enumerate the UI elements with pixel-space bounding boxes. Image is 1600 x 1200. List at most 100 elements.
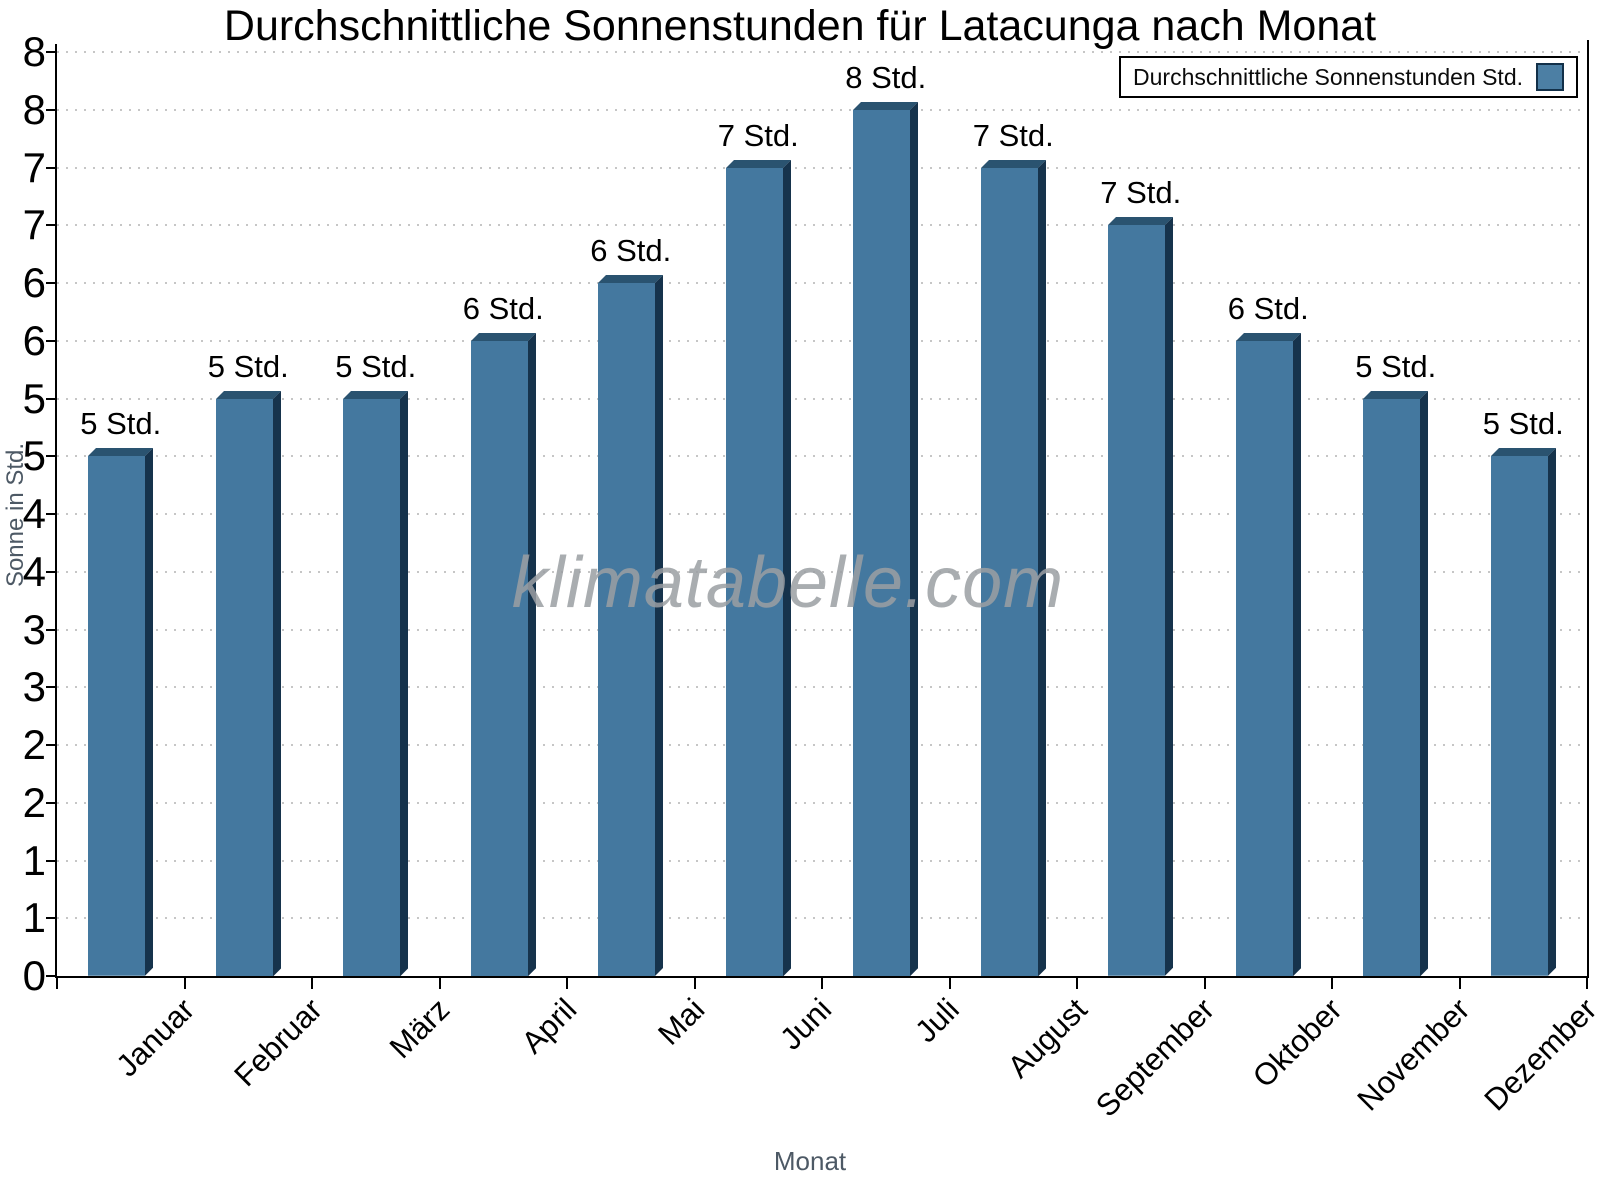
x-axis-tick <box>1586 976 1588 989</box>
bar-front-face <box>1235 340 1293 976</box>
y-axis-tick <box>46 282 57 284</box>
x-axis-tick <box>693 976 696 989</box>
gridline <box>57 744 1587 746</box>
bar-side-face <box>527 332 536 976</box>
x-label-märz: März <box>382 991 457 1066</box>
gridline <box>57 455 1587 458</box>
bar-dezember[interactable] <box>1490 448 1556 976</box>
bar-märz[interactable] <box>343 390 409 976</box>
x-label-november: November <box>1350 991 1477 1118</box>
x-label-april: April <box>514 991 584 1061</box>
gridline <box>57 282 1587 284</box>
y-tick-label: 0 <box>22 952 46 999</box>
x-label-juli: Juli <box>908 991 967 1050</box>
gridline <box>57 108 1587 111</box>
y-tick-label: 8 <box>22 28 46 75</box>
x-axis-tick <box>311 976 313 989</box>
gridline <box>57 686 1587 689</box>
bar-mai[interactable] <box>598 275 664 976</box>
bar-front-face <box>598 283 656 976</box>
legend-box[interactable]: Durchschnittliche Sonnenstunden Std. <box>1119 56 1578 98</box>
bar-august[interactable] <box>980 159 1046 976</box>
bar-front-face <box>343 398 401 976</box>
bar-front-face <box>853 109 911 976</box>
plot-right-border <box>1587 40 1589 976</box>
bar-side-face <box>782 159 791 976</box>
bar-oktober[interactable] <box>1235 332 1301 976</box>
gridline <box>57 166 1587 169</box>
bar-value-label: 5 Std. <box>335 348 417 384</box>
x-axis-tick <box>438 976 441 989</box>
y-tick-label: 1 <box>22 836 46 884</box>
y-axis-tick <box>46 224 57 227</box>
bar-value-label: 7 Std. <box>717 117 799 153</box>
legend-swatch-icon <box>1536 63 1564 91</box>
bar-value-label: 5 Std. <box>1355 348 1437 384</box>
bar-april[interactable] <box>470 332 536 976</box>
y-axis-tick <box>46 744 57 746</box>
bar-top-face <box>598 275 664 283</box>
y-tick-label: 4 <box>22 490 46 537</box>
bar-front-face <box>980 167 1038 976</box>
y-axis-tick <box>46 917 57 920</box>
y-tick-label: 6 <box>22 316 46 364</box>
bar-top-face <box>1235 332 1301 341</box>
y-tick-label: 8 <box>22 85 46 133</box>
gridline <box>57 859 1587 862</box>
y-axis-tick <box>46 397 57 400</box>
y-axis-tick <box>46 975 57 977</box>
y-axis-tick <box>46 686 57 689</box>
bar-value-label: 6 Std. <box>1227 290 1309 326</box>
gridline <box>57 917 1587 920</box>
x-axis-tick <box>183 976 186 989</box>
x-label-mai: Mai <box>651 991 712 1052</box>
bar-top-face <box>470 332 536 341</box>
bar-februar[interactable] <box>215 390 281 976</box>
x-axis-tick <box>566 976 568 989</box>
bar-top-face <box>1108 217 1174 226</box>
bar-side-face <box>400 390 409 976</box>
bar-side-face <box>1420 390 1429 976</box>
x-axis-tick <box>56 976 58 989</box>
bar-juni[interactable] <box>725 159 791 976</box>
y-axis-tick <box>46 108 57 111</box>
gridline <box>57 51 1587 53</box>
y-tick-label: 4 <box>22 547 46 595</box>
bar-november[interactable] <box>1363 390 1429 976</box>
y-tick-label: 3 <box>22 605 46 653</box>
y-axis-title: Sonne in Std. <box>2 442 29 588</box>
y-axis-tick <box>46 455 57 458</box>
y-axis-tick <box>46 801 57 804</box>
bar-januar[interactable] <box>88 448 154 976</box>
y-axis-tick <box>46 166 57 169</box>
bar-top-face <box>980 159 1046 168</box>
bar-value-label: 7 Std. <box>1100 175 1182 211</box>
bar-front-face <box>1108 225 1166 976</box>
bar-top-face <box>88 448 154 457</box>
x-label-februar: Februar <box>227 991 329 1094</box>
bar-juli[interactable] <box>853 101 919 976</box>
y-tick-label: 2 <box>22 778 46 826</box>
bar-side-face <box>1292 332 1301 976</box>
bar-top-face <box>853 101 919 110</box>
bar-september[interactable] <box>1108 217 1174 976</box>
y-axis-tick <box>46 570 57 573</box>
x-label-januar: Januar <box>109 991 202 1084</box>
x-axis-tick <box>1331 976 1333 989</box>
y-axis-line <box>55 44 57 978</box>
x-label-juni: Juni <box>773 991 839 1057</box>
bar-value-label: 5 Std. <box>1482 406 1564 442</box>
gridline <box>57 513 1587 515</box>
bar-top-face <box>1363 390 1429 399</box>
x-axis-line <box>55 976 1589 978</box>
bar-side-face <box>1037 159 1046 976</box>
bar-front-face <box>1363 398 1421 976</box>
y-axis-tick <box>46 339 57 342</box>
y-tick-label: 2 <box>22 721 46 768</box>
gridline <box>57 628 1587 631</box>
y-tick-label: 7 <box>22 201 46 249</box>
bar-top-face <box>1490 448 1556 457</box>
bar-side-face <box>1547 448 1556 976</box>
bar-top-face <box>343 390 409 399</box>
x-label-dezember: Dezember <box>1477 991 1600 1118</box>
